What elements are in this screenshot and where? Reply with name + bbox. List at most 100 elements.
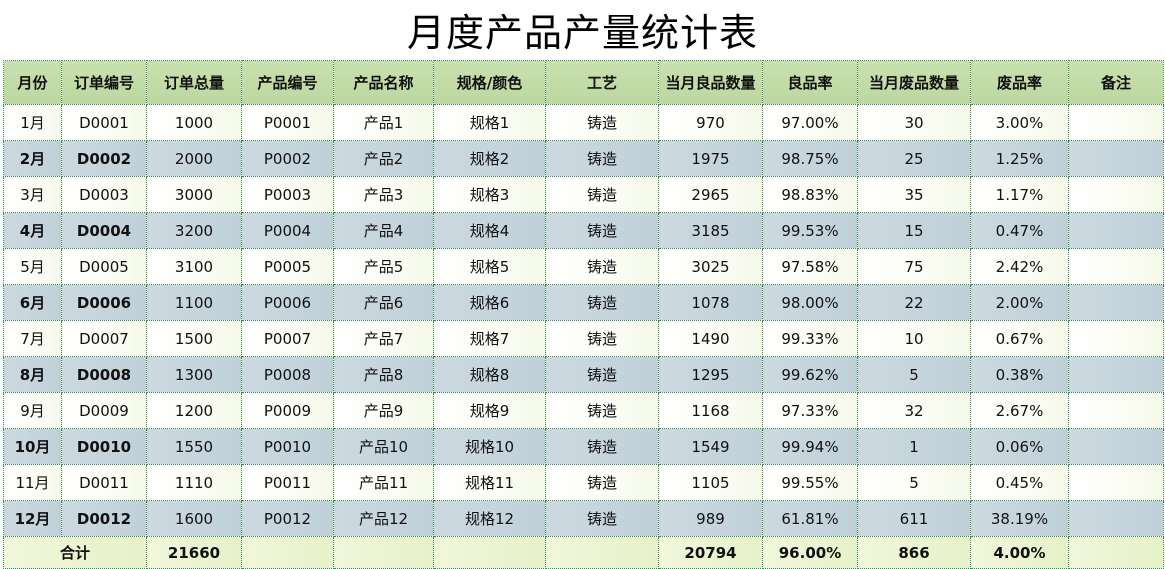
waste-rate-cell[interactable]: 3.00% bbox=[970, 104, 1069, 141]
remarks-cell[interactable] bbox=[1068, 104, 1164, 141]
month-cell[interactable]: 11月 bbox=[3, 464, 62, 501]
process-cell[interactable]: 铸造 bbox=[545, 212, 659, 249]
product-no-cell[interactable]: P0006 bbox=[241, 284, 334, 321]
waste-qty-cell[interactable]: 25 bbox=[857, 140, 971, 177]
waste-qty-cell[interactable]: 35 bbox=[857, 176, 971, 213]
process-cell[interactable]: 铸造 bbox=[545, 140, 659, 177]
good-qty-cell[interactable]: 1549 bbox=[658, 428, 763, 465]
order-total-cell[interactable]: 1550 bbox=[146, 428, 242, 465]
process-cell[interactable]: 铸造 bbox=[545, 500, 659, 537]
order-no-cell[interactable]: D0003 bbox=[61, 176, 147, 213]
waste-qty-cell[interactable]: 1 bbox=[857, 428, 971, 465]
order-no-cell[interactable]: D0001 bbox=[61, 104, 147, 141]
waste-rate-cell[interactable]: 38.19% bbox=[970, 500, 1069, 537]
totals-empty-cell[interactable] bbox=[433, 536, 546, 569]
waste-rate-cell[interactable]: 2.67% bbox=[970, 392, 1069, 429]
remarks-cell[interactable] bbox=[1068, 284, 1164, 321]
process-cell[interactable]: 铸造 bbox=[545, 464, 659, 501]
process-cell[interactable]: 铸造 bbox=[545, 428, 659, 465]
product-name-cell[interactable]: 产品5 bbox=[333, 248, 434, 285]
product-no-cell[interactable]: P0004 bbox=[241, 212, 334, 249]
month-cell[interactable]: 3月 bbox=[3, 176, 62, 213]
product-no-cell[interactable]: P0009 bbox=[241, 392, 334, 429]
order-no-cell[interactable]: D0007 bbox=[61, 320, 147, 357]
order-no-cell[interactable]: D0011 bbox=[61, 464, 147, 501]
product-no-cell[interactable]: P0005 bbox=[241, 248, 334, 285]
product-name-cell[interactable]: 产品6 bbox=[333, 284, 434, 321]
totals-empty-cell[interactable] bbox=[333, 536, 434, 569]
process-cell[interactable]: 铸造 bbox=[545, 248, 659, 285]
col-header-remarks[interactable]: 备注 bbox=[1068, 60, 1164, 105]
good-rate-cell[interactable]: 99.62% bbox=[762, 356, 858, 393]
waste-qty-cell[interactable]: 22 bbox=[857, 284, 971, 321]
remarks-cell[interactable] bbox=[1068, 140, 1164, 177]
order-total-cell[interactable]: 3200 bbox=[146, 212, 242, 249]
process-cell[interactable]: 铸造 bbox=[545, 356, 659, 393]
good-qty-cell[interactable]: 970 bbox=[658, 104, 763, 141]
totals-order-total[interactable]: 21660 bbox=[146, 536, 242, 569]
good-qty-cell[interactable]: 1105 bbox=[658, 464, 763, 501]
waste-rate-cell[interactable]: 2.42% bbox=[970, 248, 1069, 285]
month-cell[interactable]: 1月 bbox=[3, 104, 62, 141]
col-header-spec[interactable]: 规格/颜色 bbox=[433, 60, 546, 105]
totals-empty-cell[interactable] bbox=[1068, 536, 1164, 569]
col-header-waste-rate[interactable]: 废品率 bbox=[970, 60, 1069, 105]
waste-qty-cell[interactable]: 75 bbox=[857, 248, 971, 285]
spec-cell[interactable]: 规格9 bbox=[433, 392, 546, 429]
good-rate-cell[interactable]: 98.75% bbox=[762, 140, 858, 177]
waste-qty-cell[interactable]: 32 bbox=[857, 392, 971, 429]
month-cell[interactable]: 8月 bbox=[3, 356, 62, 393]
spec-cell[interactable]: 规格4 bbox=[433, 212, 546, 249]
waste-rate-cell[interactable]: 2.00% bbox=[970, 284, 1069, 321]
product-no-cell[interactable]: P0003 bbox=[241, 176, 334, 213]
remarks-cell[interactable] bbox=[1068, 356, 1164, 393]
month-cell[interactable]: 12月 bbox=[3, 500, 62, 537]
order-no-cell[interactable]: D0010 bbox=[61, 428, 147, 465]
col-header-process[interactable]: 工艺 bbox=[545, 60, 659, 105]
waste-rate-cell[interactable]: 0.06% bbox=[970, 428, 1069, 465]
good-qty-cell[interactable]: 1975 bbox=[658, 140, 763, 177]
spec-cell[interactable]: 规格8 bbox=[433, 356, 546, 393]
month-cell[interactable]: 2月 bbox=[3, 140, 62, 177]
waste-qty-cell[interactable]: 611 bbox=[857, 500, 971, 537]
col-header-order-no[interactable]: 订单编号 bbox=[61, 60, 147, 105]
product-name-cell[interactable]: 产品3 bbox=[333, 176, 434, 213]
process-cell[interactable]: 铸造 bbox=[545, 284, 659, 321]
good-rate-cell[interactable]: 99.55% bbox=[762, 464, 858, 501]
totals-empty-cell[interactable] bbox=[545, 536, 659, 569]
waste-rate-cell[interactable]: 0.45% bbox=[970, 464, 1069, 501]
month-cell[interactable]: 4月 bbox=[3, 212, 62, 249]
order-no-cell[interactable]: D0004 bbox=[61, 212, 147, 249]
good-rate-cell[interactable]: 98.83% bbox=[762, 176, 858, 213]
order-total-cell[interactable]: 1300 bbox=[146, 356, 242, 393]
order-total-cell[interactable]: 1110 bbox=[146, 464, 242, 501]
month-cell[interactable]: 5月 bbox=[3, 248, 62, 285]
totals-empty-cell[interactable] bbox=[241, 536, 334, 569]
order-total-cell[interactable]: 1200 bbox=[146, 392, 242, 429]
waste-rate-cell[interactable]: 0.47% bbox=[970, 212, 1069, 249]
col-header-product-name[interactable]: 产品名称 bbox=[333, 60, 434, 105]
good-rate-cell[interactable]: 97.00% bbox=[762, 104, 858, 141]
process-cell[interactable]: 铸造 bbox=[545, 104, 659, 141]
remarks-cell[interactable] bbox=[1068, 392, 1164, 429]
product-no-cell[interactable]: P0001 bbox=[241, 104, 334, 141]
remarks-cell[interactable] bbox=[1068, 464, 1164, 501]
order-total-cell[interactable]: 3000 bbox=[146, 176, 242, 213]
order-total-cell[interactable]: 3100 bbox=[146, 248, 242, 285]
product-name-cell[interactable]: 产品8 bbox=[333, 356, 434, 393]
good-qty-cell[interactable]: 1078 bbox=[658, 284, 763, 321]
spec-cell[interactable]: 规格10 bbox=[433, 428, 546, 465]
col-header-good-rate[interactable]: 良品率 bbox=[762, 60, 858, 105]
spec-cell[interactable]: 规格12 bbox=[433, 500, 546, 537]
totals-label[interactable]: 合计 bbox=[3, 536, 147, 569]
spec-cell[interactable]: 规格6 bbox=[433, 284, 546, 321]
month-cell[interactable]: 10月 bbox=[3, 428, 62, 465]
product-name-cell[interactable]: 产品11 bbox=[333, 464, 434, 501]
col-header-good-qty[interactable]: 当月良品数量 bbox=[658, 60, 763, 105]
product-name-cell[interactable]: 产品4 bbox=[333, 212, 434, 249]
totals-good-rate[interactable]: 96.00% bbox=[762, 536, 858, 569]
spec-cell[interactable]: 规格3 bbox=[433, 176, 546, 213]
good-qty-cell[interactable]: 3025 bbox=[658, 248, 763, 285]
product-no-cell[interactable]: P0011 bbox=[241, 464, 334, 501]
waste-qty-cell[interactable]: 10 bbox=[857, 320, 971, 357]
